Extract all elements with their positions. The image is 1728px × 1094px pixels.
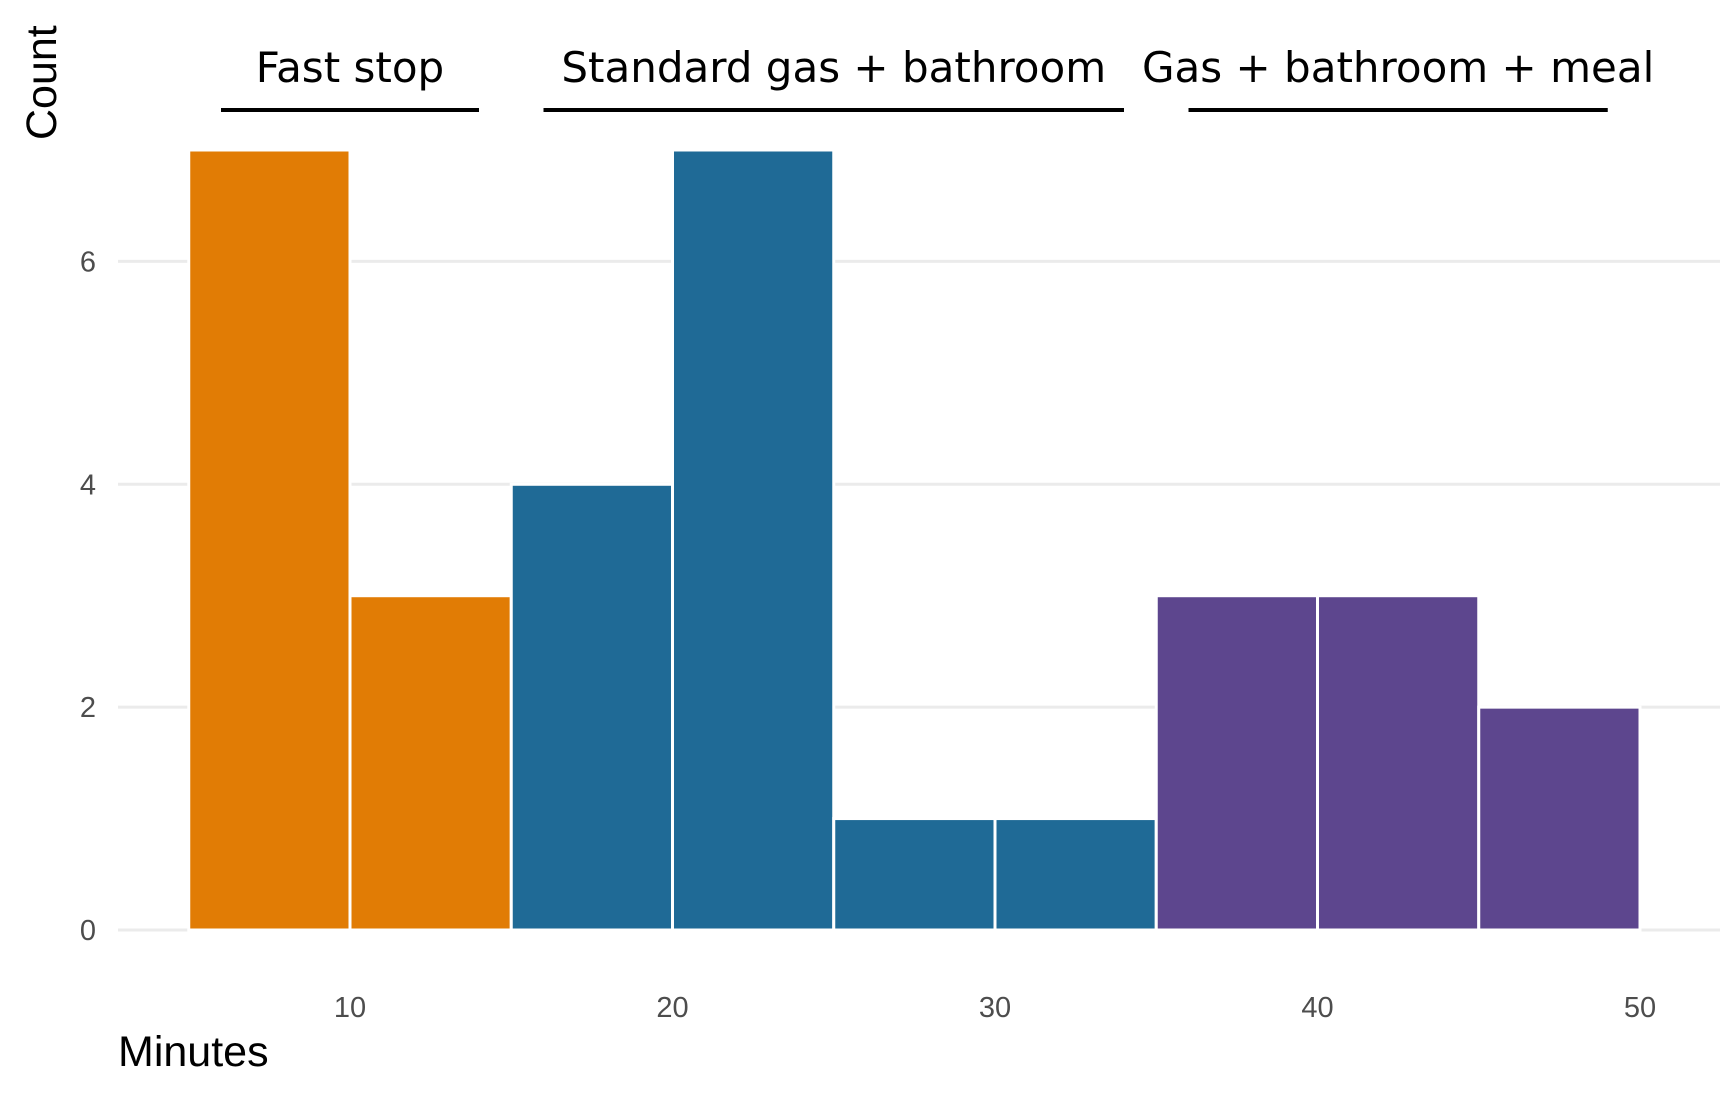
x-tick-label-10: 10 xyxy=(334,992,366,1024)
bar-15-20 xyxy=(509,482,674,932)
bar-25-30 xyxy=(832,817,997,932)
x-axis-title: Minutes xyxy=(118,1028,269,1076)
y-tick-label-6: 6 xyxy=(80,246,96,278)
bar-10-15 xyxy=(348,594,513,932)
bar-20-25 xyxy=(671,148,836,932)
x-axis-ticks: 10 20 30 40 50 xyxy=(334,992,1656,1024)
group-label-meal: Gas + bathroom + meal xyxy=(1142,43,1654,92)
x-tick-label-40: 40 xyxy=(1301,992,1333,1024)
bar-35-40 xyxy=(1154,594,1319,932)
y-tick-label-2: 2 xyxy=(80,692,96,724)
histogram-bars xyxy=(187,148,1642,932)
x-tick-label-20: 20 xyxy=(656,992,688,1024)
group-label-standard: Standard gas + bathroom xyxy=(561,43,1106,92)
y-tick-label-0: 0 xyxy=(80,915,96,947)
bar-30-35 xyxy=(993,817,1158,932)
y-tick-label-4: 4 xyxy=(80,469,96,501)
y-axis-ticks: 0 2 4 6 xyxy=(80,246,96,947)
bar-40-45 xyxy=(1316,594,1481,932)
bar-5-10 xyxy=(187,148,352,932)
x-tick-label-30: 30 xyxy=(979,992,1011,1024)
group-annotations: Fast stop Standard gas + bathroom Gas + ba… xyxy=(221,43,1654,112)
x-tick-label-50: 50 xyxy=(1624,992,1656,1024)
group-label-fast: Fast stop xyxy=(256,43,444,92)
bar-45-50 xyxy=(1477,705,1642,932)
y-axis-title: Count xyxy=(18,25,66,140)
